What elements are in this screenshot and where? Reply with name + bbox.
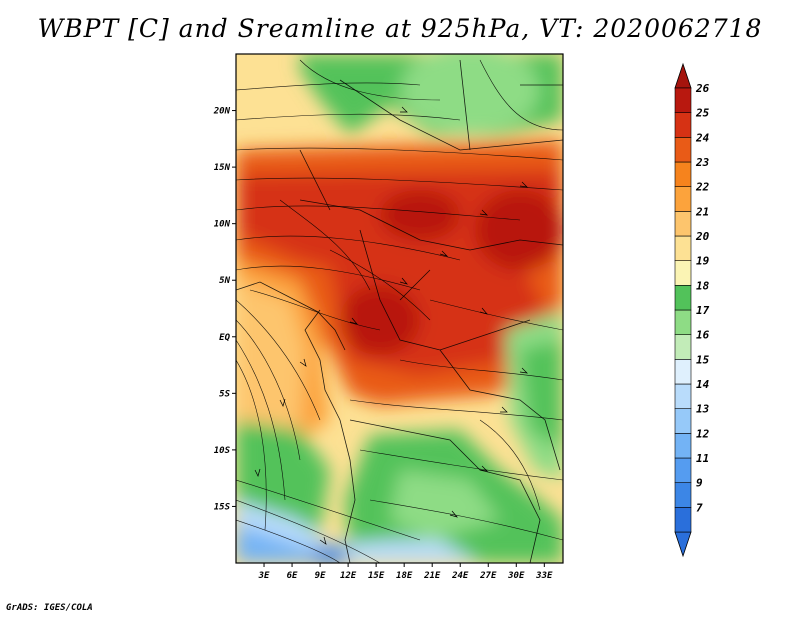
y-tick-label: 5S (219, 389, 230, 399)
grads-credit: GrADS: IGES/COLA (6, 603, 93, 613)
y-tick-label: EQ (219, 333, 230, 343)
colorbar-swatch (674, 137, 692, 163)
wbpt-field (236, 54, 563, 563)
x-tick-label: 12E (340, 571, 357, 581)
colorbar-swatch (674, 408, 692, 434)
y-tick-label: 10S (214, 446, 231, 456)
colorbar-label: 13 (696, 403, 710, 416)
colorbar-over-arrow (674, 62, 692, 89)
y-tick-label: 15N (214, 163, 231, 173)
colorbar-swatch (674, 211, 692, 237)
map-frame (235, 53, 564, 564)
colorbar: 7 9 11 12 13 14 15 16 17 18 19 20 21 22 23 24 25 26 (674, 62, 710, 558)
x-tick-label: 6E (287, 571, 298, 581)
colorbar-swatch (674, 87, 692, 113)
colorbar-swatch (674, 186, 692, 212)
colorbar-label: 9 (696, 477, 703, 490)
colorbar-swatch (674, 260, 692, 286)
colorbar-swatch (674, 112, 692, 138)
colorbar-swatch (674, 433, 692, 459)
y-axis: 20N 15N 10N 5N EQ 5S 10S 15S (213, 107, 236, 512)
colorbar-label: 19 (696, 255, 710, 268)
colorbar-swatch (674, 235, 692, 261)
colorbar-swatch (674, 482, 692, 508)
y-tick-label: 15S (214, 502, 231, 512)
colorbar-label: 14 (696, 378, 710, 391)
x-tick-label: 30E (507, 571, 525, 581)
colorbar-label: 25 (695, 107, 710, 120)
colorbar-label: 22 (695, 181, 710, 194)
colorbar-label: 17 (696, 304, 710, 317)
x-tick-label: 24E (451, 571, 469, 581)
colorbar-label: 21 (695, 205, 709, 218)
y-tick-label: 20N (213, 107, 231, 117)
x-tick-label: 9E (315, 571, 326, 581)
colorbar-label: 26 (695, 82, 710, 95)
colorbar-swatch (674, 359, 692, 385)
colorbar-swatch (674, 334, 692, 360)
colorbar-swatch (674, 457, 692, 483)
colorbar-label: 15 (696, 353, 710, 366)
colorbar-label: 24 (695, 131, 710, 144)
colorbar-swatch (674, 285, 692, 311)
colorbar-label: 7 (696, 501, 703, 514)
colorbar-swatch (674, 309, 692, 335)
x-axis: 3E 6E 9E 12E 15E 18E 21E 24E 27E 30E 33E (258, 563, 553, 581)
y-tick-label: 5N (219, 276, 230, 286)
y-tick-label: 10N (214, 220, 231, 230)
colorbar-label: 12 (696, 427, 710, 440)
colorbar-label: 16 (696, 329, 710, 342)
x-tick-label: 21E (423, 571, 441, 581)
x-tick-label: 3E (258, 571, 270, 581)
colorbar-label: 11 (696, 452, 709, 465)
colorbar-under-arrow (674, 531, 692, 558)
x-tick-label: 15E (368, 571, 385, 581)
colorbar-label: 18 (696, 279, 710, 292)
x-tick-label: 33E (535, 571, 553, 581)
colorbar-swatch (674, 161, 692, 187)
map-title: WBPT [C] and Sreamline at 925hPa, VT: 20… (37, 14, 763, 43)
x-tick-label: 27E (479, 571, 497, 581)
x-tick-label: 18E (396, 571, 413, 581)
colorbar-swatch (674, 507, 692, 533)
colorbar-label: 23 (695, 156, 710, 169)
colorbar-swatch (674, 383, 692, 409)
colorbar-label: 20 (695, 230, 710, 243)
